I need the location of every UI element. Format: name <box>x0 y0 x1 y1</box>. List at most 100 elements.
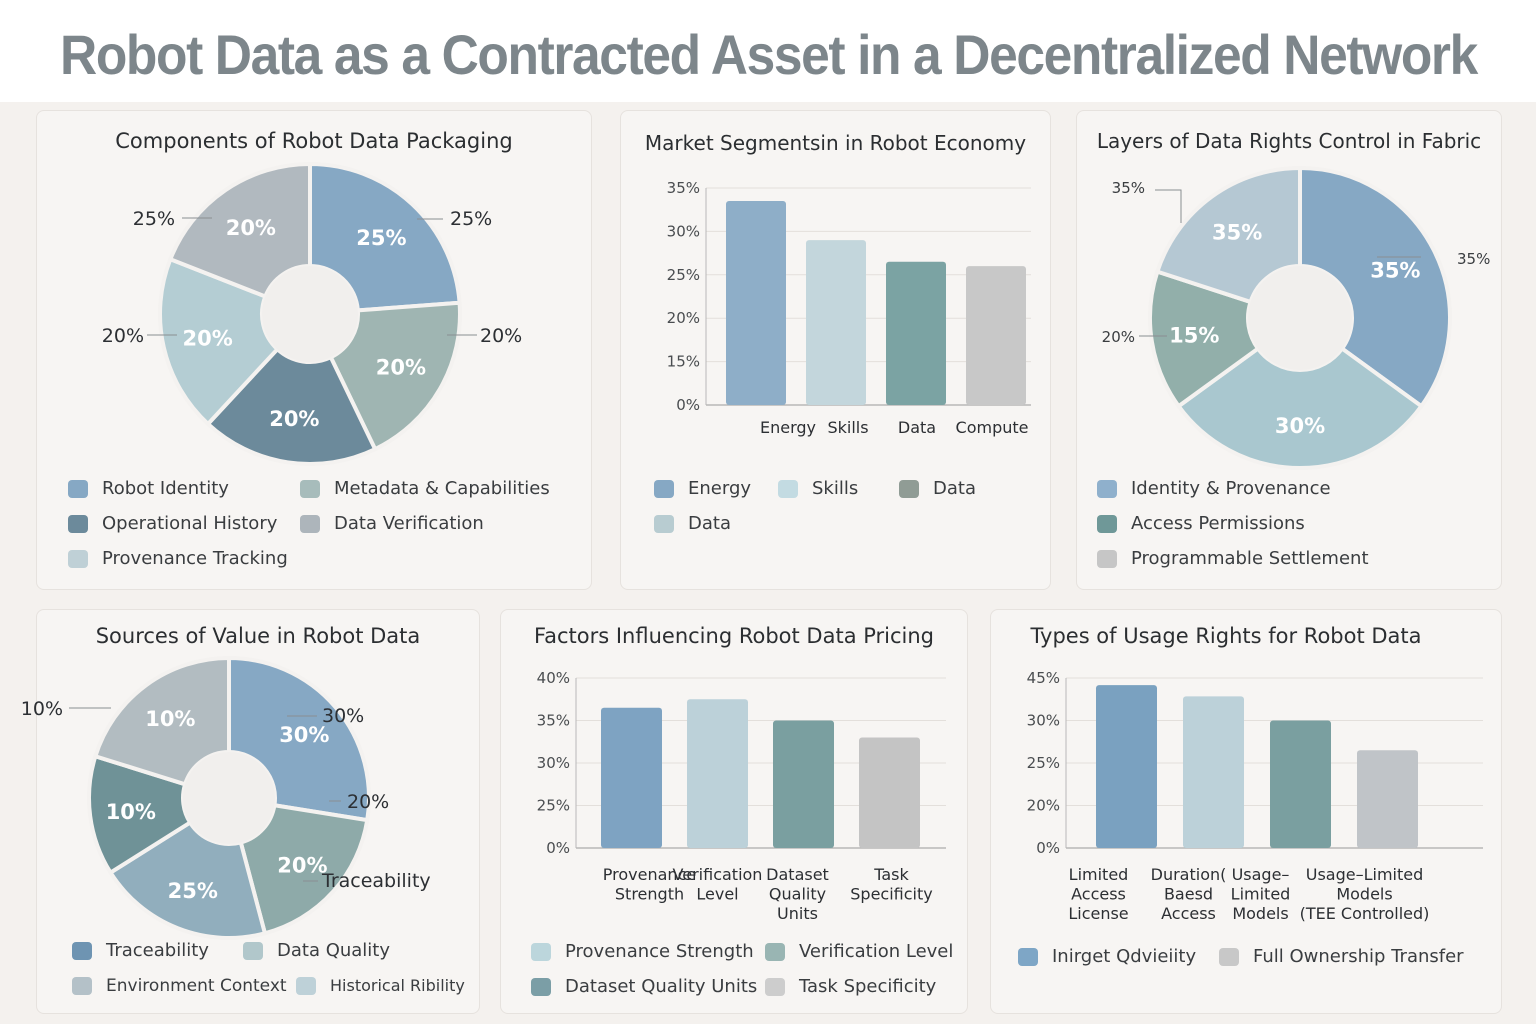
legend-item: Data <box>899 478 976 499</box>
legend-label: Operational History <box>102 513 278 534</box>
slice-outer-label: 25% <box>450 208 492 230</box>
y-tick-label: 30% <box>1027 712 1060 730</box>
y-tick-label: 20% <box>667 309 700 327</box>
x-category-label: Usage– <box>1232 865 1290 884</box>
x-category-label: Baesd <box>1164 885 1213 904</box>
legend-swatch <box>654 514 674 533</box>
legend-swatch <box>72 977 92 995</box>
legend-item: Energy <box>654 478 751 499</box>
donut-hole <box>1248 266 1352 370</box>
slice-value-label: 15% <box>1169 324 1219 348</box>
bar <box>1357 750 1418 848</box>
slice-value-label: 25% <box>356 226 406 250</box>
panel-title: Sources of Value in Robot Data <box>95 624 421 648</box>
slice-value-label: 20% <box>376 356 426 380</box>
legend-swatch <box>68 479 88 498</box>
slice-value-label: 20% <box>226 216 276 240</box>
legend-label: Data <box>933 478 976 499</box>
slice-outer-label: 20% <box>102 325 144 347</box>
legend-item: Robot Identity <box>68 478 229 499</box>
pricing-bar-chart: 0% 25% 30% 35% 40% ProvenanceStrengthVerifica… <box>537 669 946 923</box>
legend-swatch <box>72 941 92 960</box>
slice-value-label: 20% <box>182 326 232 350</box>
slice-value-label: 35% <box>1370 258 1420 282</box>
legend-item: Dataset Quality Units <box>531 976 757 997</box>
legend-swatch <box>531 942 551 961</box>
y-tick-label: 45% <box>1027 669 1060 687</box>
y-tick-label: 35% <box>667 179 700 197</box>
slice-outer-label: 30% <box>322 705 364 727</box>
donut-hole <box>183 752 275 844</box>
x-category-label: Skills <box>827 418 868 437</box>
x-category-label: Quality <box>769 885 826 904</box>
legend-item: Access Permissions <box>1097 513 1305 534</box>
legend-label: Environment Context <box>106 976 287 996</box>
y-tick-label: 20% <box>1027 797 1060 815</box>
legend-label: Programmable Settlement <box>1131 548 1369 569</box>
x-category-label: Level <box>696 885 738 904</box>
legend-label: Provenance Tracking <box>102 548 288 569</box>
y-tick-label: 0% <box>1036 839 1060 857</box>
legend-label: Full Ownership Transfer <box>1253 946 1464 967</box>
legend-label: Dataset Quality Units <box>565 976 758 997</box>
x-category-label: Limited <box>1069 865 1129 884</box>
legend-item: Environment Context <box>72 976 287 996</box>
pie-slice <box>1154 165 1302 305</box>
legend-item: Data <box>654 513 731 534</box>
bar <box>687 699 748 848</box>
slice-outer-label: 35% <box>1112 179 1145 197</box>
x-category-label: Models <box>1232 904 1288 923</box>
x-category-label: Specificity <box>850 885 932 904</box>
bar <box>601 707 662 848</box>
usage-bar-chart: 0%20%25%30%45%LimitedAccessLicenseDurati… <box>1027 669 1483 923</box>
legend-item: Traceability <box>72 940 209 961</box>
y-tick-label: 40% <box>537 669 570 687</box>
legend-item: Provenance Strength <box>531 941 754 962</box>
x-category-label: Strength <box>615 885 684 904</box>
x-category-label: Verification <box>673 865 763 884</box>
legend-swatch <box>68 549 88 568</box>
x-category-label: Duration( <box>1151 865 1227 884</box>
legend-label: Robot Identity <box>102 478 229 499</box>
y-tick-label: 15% <box>667 353 700 371</box>
slice-value-label: 20% <box>269 407 319 431</box>
legend-label: Data <box>688 513 731 534</box>
y-tick-label: 0% <box>676 396 700 414</box>
x-category-label: Usage–Limited <box>1306 865 1424 884</box>
page-title: Robot Data as a Contracted Asset in a De… <box>60 23 1478 86</box>
panel-title: Components of Robot Data Packaging <box>115 129 513 153</box>
bar <box>1270 720 1331 848</box>
legend-label: Data Quality <box>277 940 391 961</box>
leader-line <box>1155 189 1182 223</box>
pie-slice <box>107 819 268 940</box>
legend-swatch <box>300 514 320 533</box>
legend-item: Operational History <box>68 513 277 534</box>
x-category-label: Dataset <box>766 865 829 884</box>
slice-value-label: 10% <box>106 800 156 824</box>
legend-swatch <box>531 977 551 996</box>
legend-item: Data Verification <box>300 513 484 534</box>
slice-outer-label: 20% <box>480 325 522 347</box>
bar <box>886 261 946 405</box>
bar <box>806 240 866 405</box>
legend-item: Provenance Tracking <box>68 548 288 569</box>
x-category-label: Access <box>1071 885 1126 904</box>
legend-label: Task Specificity <box>799 976 937 997</box>
x-category-label: Task <box>873 865 909 884</box>
x-category-label: Compute <box>956 418 1029 437</box>
slice-value-label: 20% <box>277 853 327 877</box>
legend-swatch <box>1219 947 1239 966</box>
x-category-label: (TEE Controlled) <box>1300 904 1430 923</box>
legend-swatch <box>300 479 320 498</box>
legend-label: Access Permissions <box>1131 513 1305 534</box>
legend-label: Data Verification <box>334 513 484 534</box>
slice-value-label: 30% <box>279 723 329 747</box>
pie-slice <box>92 655 231 787</box>
slice-value-label: 25% <box>168 879 218 903</box>
x-category-label: Energy <box>760 418 816 437</box>
bar <box>1183 696 1244 848</box>
legend-label: Energy <box>688 478 752 499</box>
slice-outer-label: 35% <box>1457 250 1490 268</box>
donut-hole <box>262 266 358 362</box>
legend-swatch <box>765 977 785 996</box>
